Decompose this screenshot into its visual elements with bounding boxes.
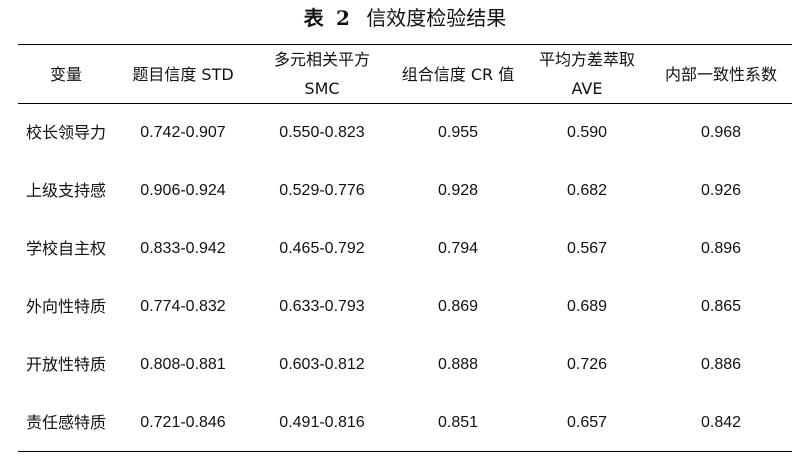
row-alpha: 0.865 [700, 298, 742, 315]
table-caption: 表 2 信效度检验结果 [0, 4, 810, 32]
row-cr: 0.928 [437, 182, 479, 199]
header-ave: 平均方差萃取 AVE [538, 50, 635, 98]
row-cr: 0.851 [437, 413, 479, 431]
row-ave: 0.726 [566, 356, 608, 373]
table-row: 开放性特质 0.808-0.881 0.603-0.812 0.888 0.72… [18, 336, 792, 394]
row-variable: 外向性特质 [25, 297, 106, 316]
row-alpha: 0.896 [700, 240, 742, 257]
row-smc: 0.633-0.793 [279, 298, 365, 315]
table-row: 学校自主权 0.833-0.942 0.465-0.792 0.794 0.56… [18, 220, 792, 278]
header-smc: 多元相关平方 SMC [273, 50, 370, 98]
table-header: 变量 题目信度 STD 多元相关平方 SMC 组合信度 CR 值 平均方差萃取 … [18, 44, 792, 104]
row-cr: 0.869 [437, 298, 479, 315]
row-alpha: 0.886 [700, 356, 742, 373]
row-variable: 上级支持感 [25, 181, 106, 200]
table-row: 校长领导力 0.742-0.907 0.550-0.823 0.955 0.59… [18, 104, 792, 162]
row-ave: 0.682 [566, 182, 608, 199]
header-variable: 变量 [49, 64, 82, 84]
table-row: 外向性特质 0.774-0.832 0.633-0.793 0.869 0.68… [18, 278, 792, 336]
header-row: 变量 题目信度 STD 多元相关平方 SMC 组合信度 CR 值 平均方差萃取 … [18, 45, 792, 104]
row-std: 0.906-0.924 [140, 182, 226, 199]
row-std: 0.721-0.846 [140, 413, 226, 431]
row-ave: 0.689 [566, 298, 608, 315]
row-alpha: 0.842 [700, 413, 742, 431]
row-ave: 0.567 [566, 240, 608, 257]
header-cr: 组合信度 CR 值 [401, 64, 515, 84]
caption-title: 信效度检验结果 [366, 6, 507, 30]
row-std: 0.808-0.881 [140, 356, 226, 373]
row-smc: 0.603-0.812 [279, 356, 365, 373]
row-variable: 学校自主权 [25, 239, 106, 258]
row-smc: 0.529-0.776 [279, 182, 365, 199]
caption-number: 2 [336, 6, 350, 30]
table-row: 上级支持感 0.906-0.924 0.529-0.776 0.928 0.68… [18, 162, 792, 220]
header-std: 题目信度 STD [132, 64, 234, 84]
row-cr: 0.794 [437, 240, 479, 257]
row-variable: 校长领导力 [25, 123, 106, 143]
row-ave: 0.657 [566, 413, 608, 431]
row-smc: 0.550-0.823 [279, 124, 365, 142]
row-variable: 开放性特质 [25, 355, 106, 374]
row-cr: 0.955 [437, 124, 479, 142]
row-alpha: 0.968 [700, 124, 742, 142]
row-ave: 0.590 [566, 124, 608, 142]
row-smc: 0.465-0.792 [279, 240, 365, 257]
header-alpha: 内部一致性系数 [664, 64, 777, 84]
reliability-validity-table: 变量 题目信度 STD 多元相关平方 SMC 组合信度 CR 值 平均方差萃取 … [18, 44, 792, 452]
row-std: 0.742-0.907 [140, 124, 226, 142]
table-row: 责任感特质 0.721-0.846 0.491-0.816 0.851 0.65… [18, 394, 792, 452]
row-alpha: 0.926 [700, 182, 742, 199]
row-cr: 0.888 [437, 356, 479, 373]
row-smc: 0.491-0.816 [279, 413, 365, 431]
caption-label: 表 [303, 6, 324, 30]
row-variable: 责任感特质 [25, 412, 106, 432]
row-std: 0.774-0.832 [140, 298, 226, 315]
row-std: 0.833-0.942 [140, 240, 226, 257]
